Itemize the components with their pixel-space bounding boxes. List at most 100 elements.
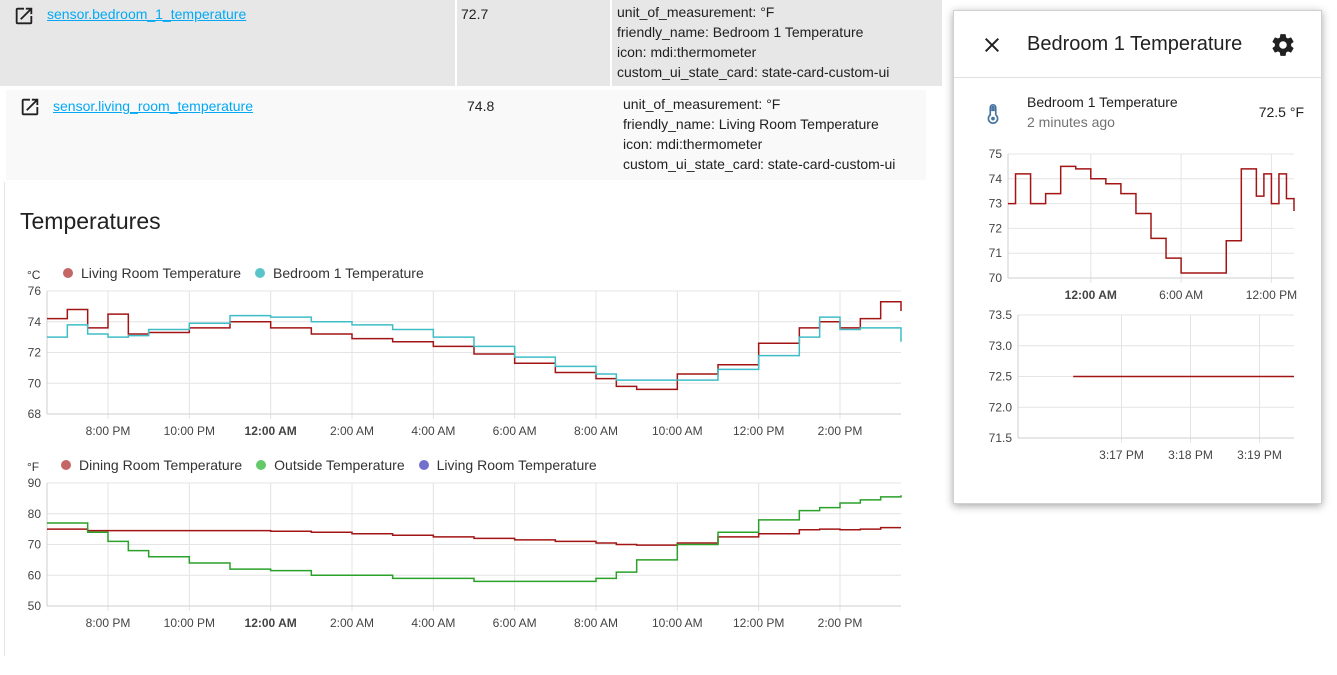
entity-state-value: 72.5 °F [1258,104,1304,120]
y-tick-label: 75 [989,147,1003,161]
legend-label: Bedroom 1 Temperature [273,265,424,281]
dialog-recent-chart[interactable]: 73.5 73.0 72.5 72.0 71.5 3:17 PM 3:18 PM 3:19 P… [954,307,1323,467]
x-tick-label: 2:00 PM [818,424,863,438]
y-tick-label: 70 [28,376,42,390]
series-line [47,526,901,546]
x-tick-label: 12:00 AM [245,616,297,630]
x-tick-label: 2:00 PM [818,616,863,630]
entity-state: 72.7 [461,6,489,22]
x-tick-label: 12:00 PM [733,616,784,630]
y-tick-label: 90 [28,476,42,490]
y-tick-label: 50 [28,599,42,613]
x-tick-label: 6:00 AM [1159,288,1203,302]
legend-dot-icon [418,460,429,470]
x-tick-label: 6:00 AM [493,424,537,438]
legend-label: Living Room Temperature [81,265,242,281]
x-tick-label: 8:00 PM [86,616,131,630]
legend-dot-icon [255,268,266,278]
x-tick-label: 3:19 PM [1237,448,1282,462]
entity-row-bedroom: sensor.bedroom_1_temperature 72.7 unit_o… [0,0,942,86]
gear-icon[interactable] [1270,32,1296,58]
series-line [47,314,902,381]
x-tick-label: 10:00 AM [652,424,703,438]
y-tick-label: 70 [28,538,42,552]
x-tick-label: 3:18 PM [1168,448,1213,462]
last-changed: 2 minutes ago [1027,114,1115,130]
x-tick-label: 10:00 PM [164,616,215,630]
legend-item-living-room[interactable]: Living Room Temperature [418,457,597,473]
legend-item-outside[interactable]: Outside Temperature [256,457,405,473]
open-in-new-icon[interactable] [19,96,41,118]
attribute-line: custom_ui_state_card: state-card-custom-… [617,64,890,80]
dialog-header: Bedroom 1 Temperature [954,11,1321,78]
x-tick-label: 6:00 AM [493,616,537,630]
y-tick-label: 73.0 [989,339,1013,353]
chart-legend: Dining Room Temperature Outside Temperat… [61,457,597,473]
x-tick-label: 8:00 AM [574,424,618,438]
legend-label: Outside Temperature [274,457,405,473]
thermometer-icon [987,104,999,124]
history-graph-card: Temperatures °C Living Room Temperature … [4,182,911,656]
attribute-line: custom_ui_state_card: state-card-custom-… [623,156,896,172]
column-divider [610,0,612,86]
attribute-line: friendly_name: Living Room Temperature [623,116,879,132]
attribute-line: unit_of_measurement: °F [623,96,781,112]
x-tick-label: 4:00 AM [411,616,455,630]
close-icon[interactable] [980,33,1004,57]
legend-label: Living Room Temperature [436,457,597,473]
temperature-chart-fahrenheit[interactable]: 90 80 70 60 50 8:00 PM 10:00 PM 12:00 AM 2:00 AM… [5,474,911,639]
entity-id-link[interactable]: sensor.living_room_temperature [53,98,253,114]
x-tick-label: 8:00 PM [86,424,131,438]
legend-item-dining-room[interactable]: Dining Room Temperature [61,457,242,473]
y-tick-label: 73.5 [989,308,1013,322]
dialog-history-chart[interactable]: 75 74 73 72 71 70 12:00 AM 6:00 AM 12:00 PM [954,146,1323,306]
series-line [1008,165,1295,274]
y-tick-label: 72 [28,346,42,360]
chart-unit-label: °C [27,268,41,282]
x-tick-label: 3:17 PM [1099,448,1144,462]
chart-legend: Living Room Temperature Bedroom 1 Temper… [63,265,424,281]
dialog-title: Bedroom 1 Temperature [1027,33,1243,55]
attribute-line: friendly_name: Bedroom 1 Temperature [617,24,864,40]
card-title: Temperatures [20,208,161,234]
y-tick-label: 68 [28,407,42,421]
entity-name: Bedroom 1 Temperature [1027,94,1178,110]
legend-label: Dining Room Temperature [79,457,243,473]
series-line [47,495,902,583]
column-divider [455,0,457,86]
legend-item-living-room[interactable]: Living Room Temperature [63,265,241,281]
x-tick-label: 10:00 PM [164,424,215,438]
y-tick-label: 72.5 [989,370,1013,384]
x-tick-label: 8:00 AM [574,616,618,630]
more-info-dialog: Bedroom 1 Temperature Bedroom 1 Temperat… [953,10,1322,504]
y-tick-label: 76 [28,284,42,298]
entity-attributes: unit_of_measurement: °F friendly_name: L… [623,94,895,174]
chart-unit-label: °F [27,460,40,474]
x-tick-label: 4:00 AM [411,424,455,438]
x-tick-label: 12:00 PM [733,424,784,438]
y-tick-label: 71.5 [989,431,1013,445]
entity-attributes: unit_of_measurement: °F friendly_name: B… [617,2,889,82]
entity-id-link[interactable]: sensor.bedroom_1_temperature [47,6,247,22]
x-tick-label: 12:00 AM [245,424,297,438]
attribute-line: icon: mdi:thermometer [623,136,763,152]
x-tick-label: 12:00 AM [1065,288,1117,302]
entity-state: 74.8 [467,98,495,114]
legend-dot-icon [63,268,73,278]
x-tick-label: 12:00 PM [1246,288,1297,302]
x-tick-label: 2:00 AM [330,616,374,630]
y-tick-label: 80 [28,507,42,521]
attribute-line: icon: mdi:thermometer [617,44,757,60]
y-tick-label: 60 [28,568,42,582]
y-tick-label: 74 [989,172,1003,186]
y-tick-label: 73 [989,197,1003,211]
legend-dot-icon [61,460,71,470]
legend-item-bedroom[interactable]: Bedroom 1 Temperature [255,265,424,281]
x-tick-label: 2:00 AM [330,424,374,438]
y-tick-label: 72 [989,221,1003,235]
open-in-new-icon[interactable] [13,5,35,27]
temperature-chart-celsius[interactable]: 76 74 72 70 68 8:00 PM 10:00 PM 12:00 AM 2:00 AM… [5,282,911,447]
entity-row-living-room: sensor.living_room_temperature 74.8 unit… [6,90,926,180]
x-tick-label: 10:00 AM [652,616,703,630]
y-tick-label: 72.0 [989,400,1013,414]
